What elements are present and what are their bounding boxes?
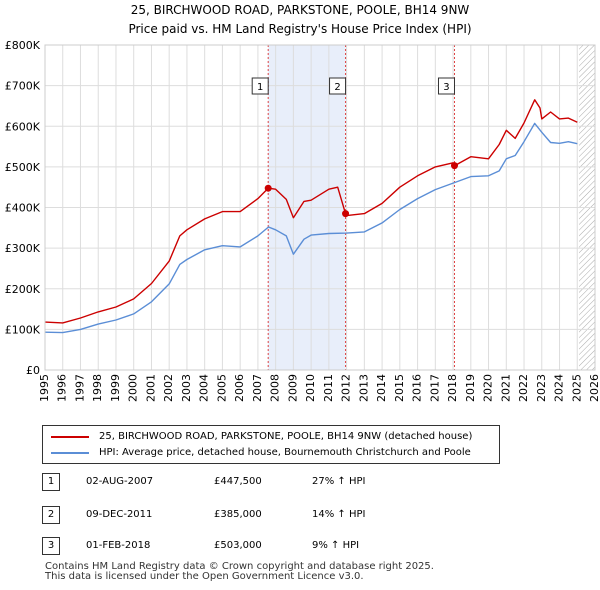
x-tick-label: 2023 (535, 374, 548, 402)
x-tick-label: 2014 (375, 374, 388, 402)
x-tick-label: 1999 (109, 374, 122, 402)
x-tick-label: 1996 (56, 374, 69, 402)
tx-number-badge: 3 (42, 537, 60, 555)
x-tick-label: 2008 (269, 374, 282, 402)
sale-label-box (329, 77, 347, 95)
legend-swatch-hpi (51, 451, 89, 454)
x-tick-label: 2000 (127, 374, 140, 402)
sale-point (450, 162, 458, 170)
tx-hpi-diff: 27% ↑ HPI (312, 476, 366, 487)
y-tick-label: £100K (5, 323, 41, 336)
hpi-line (44, 122, 578, 334)
tx-date: 09-DEC-2011 (86, 509, 153, 520)
x-tick-label: 2015 (393, 374, 406, 402)
y-tick-label: £400K (5, 202, 41, 215)
x-tick-label: 1997 (73, 374, 86, 402)
tx-date: 02-AUG-2007 (86, 476, 154, 487)
y-tick-label: £300K (5, 242, 41, 255)
x-tick-label: 2017 (428, 374, 441, 402)
x-tick-label: 1995 (38, 374, 51, 402)
tx-hpi-diff: 14% ↑ HPI (312, 509, 366, 520)
x-tick-label: 2001 (144, 374, 157, 402)
chart-title: 25, BIRCHWOOD ROAD, PARKSTONE, POOLE, BH… (130, 3, 470, 17)
y-tick-label: £700K (5, 80, 41, 93)
y-tick-label: £500K (5, 161, 41, 174)
tx-price: £385,000 (214, 509, 262, 520)
x-tick-label: 2003 (180, 374, 193, 402)
sale-label: 3 (443, 82, 449, 93)
x-tick-label: 2026 (588, 374, 600, 402)
x-tick-label: 2005 (215, 374, 228, 402)
tx-number-badge: 1 (42, 473, 60, 491)
property-price-line (44, 99, 578, 324)
y-tick-label: £200K (5, 283, 41, 296)
x-tick-label: 2011 (322, 374, 335, 402)
price-chart: 1 2 3 £0 £100K £200K £300K £400K £500K £600K £700… (5, 39, 600, 402)
tx-price: £503,000 (214, 540, 262, 551)
tx-number-badge: 2 (42, 506, 60, 524)
x-tick-label: 2016 (411, 374, 424, 402)
table-row: 2 09-DEC-2011 £385,000 14% ↑ HPI (42, 506, 442, 524)
footer: Contains HM Land Registry data © Crown c… (45, 562, 434, 582)
x-tick-label: 1998 (91, 374, 104, 402)
x-tick-label: 2025 (570, 374, 583, 402)
y-tick-label: £0 (26, 364, 40, 377)
plot-frame (44, 44, 596, 371)
x-tick-label: 2010 (304, 374, 317, 402)
legend-item-hpi: HPI: Average price, detached house, Bour… (51, 447, 471, 458)
sale-label-box (437, 77, 455, 95)
sale-point (342, 210, 350, 218)
x-tick-label: 2012 (340, 374, 353, 402)
x-tick-label: 2022 (517, 374, 530, 402)
x-tick-label: 2024 (553, 374, 566, 402)
y-tick-label: £600K (5, 120, 41, 133)
legend-item-property: 25, BIRCHWOOD ROAD, PARKSTONE, POOLE, BH… (51, 431, 472, 442)
x-tick-label: 2020 (482, 374, 495, 402)
legend: 25, BIRCHWOOD ROAD, PARKSTONE, POOLE, BH… (42, 425, 500, 464)
y-tick-label: £800K (5, 39, 41, 52)
tx-date: 01-FEB-2018 (86, 540, 151, 551)
footer-copyright: Contains HM Land Registry data © Crown c… (45, 561, 434, 572)
sale-label: 2 (334, 82, 340, 93)
sale-label-box (251, 77, 269, 95)
chart-subtitle: Price paid vs. HM Land Registry's House … (128, 22, 472, 36)
x-tick-label: 2007 (251, 374, 264, 402)
legend-label-hpi: HPI: Average price, detached house, Bour… (99, 447, 471, 458)
x-tick-label: 2013 (357, 374, 370, 402)
tx-price: £447,500 (214, 476, 262, 487)
sale-point (264, 184, 272, 192)
x-tick-label: 2021 (499, 374, 512, 402)
tx-hpi-diff: 9% ↑ HPI (312, 540, 360, 551)
legend-swatch-property (51, 435, 89, 438)
footer-license: This data is licensed under the Open Gov… (45, 571, 364, 582)
x-tick-label: 2019 (464, 374, 477, 402)
legend-label-property: 25, BIRCHWOOD ROAD, PARKSTONE, POOLE, BH… (99, 431, 473, 442)
x-tick-label: 2009 (286, 374, 299, 402)
x-tick-label: 2018 (446, 374, 459, 402)
table-row: 3 01-FEB-2018 £503,000 9% ↑ HPI (42, 537, 442, 555)
x-tick-label: 2002 (162, 374, 175, 402)
sale-label: 1 (257, 82, 263, 93)
x-tick-label: 2006 (233, 374, 246, 402)
table-row: 1 02-AUG-2007 £447,500 27% ↑ HPI (42, 473, 442, 491)
x-tick-label: 2004 (198, 374, 211, 402)
